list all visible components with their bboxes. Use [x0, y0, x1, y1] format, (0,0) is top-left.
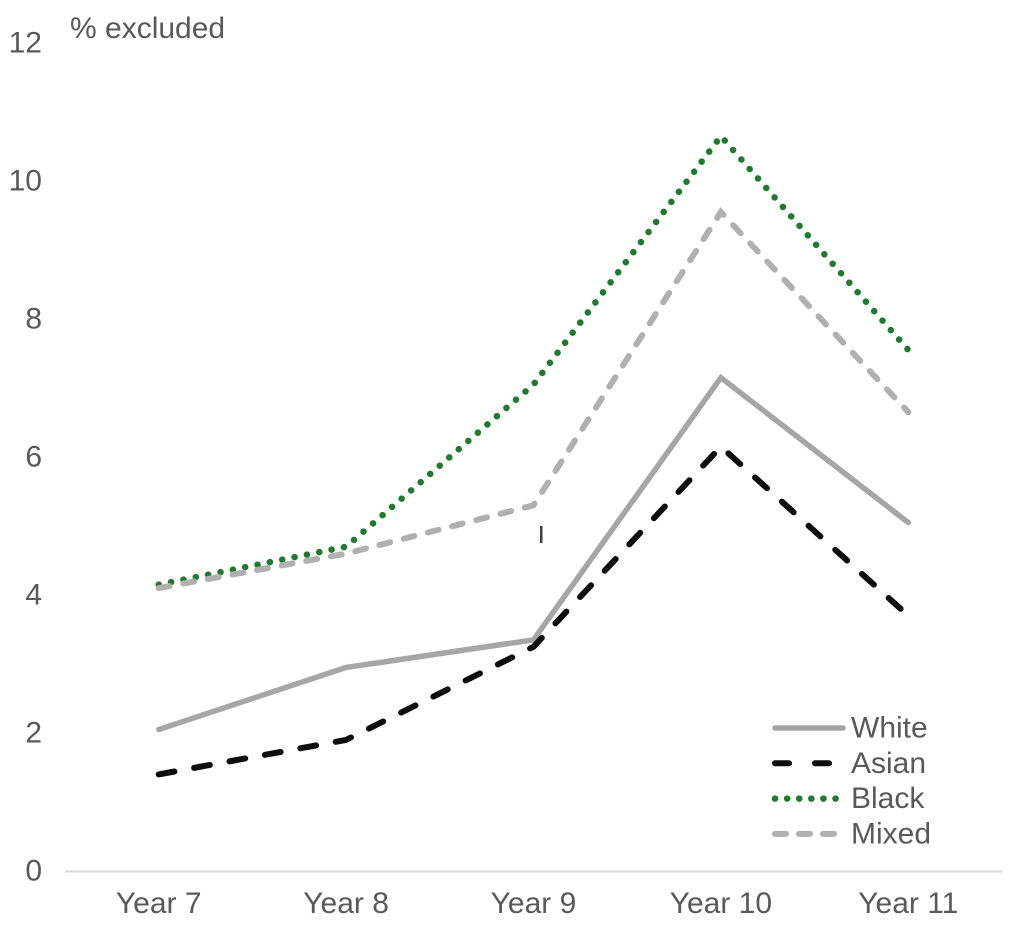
series-line-mixed [155, 207, 912, 592]
legend-item-mixed: Mixed [772, 817, 931, 850]
y-tick-label: 4 [25, 579, 42, 612]
legend-label: Mixed [851, 817, 931, 850]
stray-cursor-mark [540, 526, 543, 543]
legend-item-black: Black [771, 782, 925, 815]
y-tick-label: 12 [9, 27, 42, 60]
x-axis-label: Year 10 [670, 887, 772, 920]
x-axis-label: Year 9 [491, 887, 577, 920]
legend-item-asian: Asian [772, 747, 926, 780]
x-axis-label: Year 8 [303, 887, 389, 920]
chart-title: % excluded [70, 12, 225, 45]
x-axis-label: Year 11 [858, 887, 958, 920]
y-tick-label: 0 [25, 855, 42, 888]
y-tick-label: 6 [25, 441, 42, 474]
legend-item-white: White [772, 712, 928, 745]
y-tick-label: 8 [25, 303, 42, 336]
series-line-black [155, 131, 912, 588]
y-axis-labels: 0 2 4 6 8 10 12 [9, 27, 42, 888]
series-lines [155, 131, 912, 778]
x-axis-label: Year 7 [116, 887, 202, 920]
legend-label: Black [851, 782, 925, 815]
legend-label: Asian [851, 747, 926, 780]
legend-label: White [851, 712, 928, 745]
series-line-asian [155, 442, 912, 778]
y-tick-label: 2 [25, 717, 42, 750]
x-axis-labels: Year 7 Year 8 Year 9 Year 10 Year 11 [116, 887, 958, 920]
y-tick-label: 10 [9, 165, 42, 198]
series-line-white [155, 373, 912, 733]
